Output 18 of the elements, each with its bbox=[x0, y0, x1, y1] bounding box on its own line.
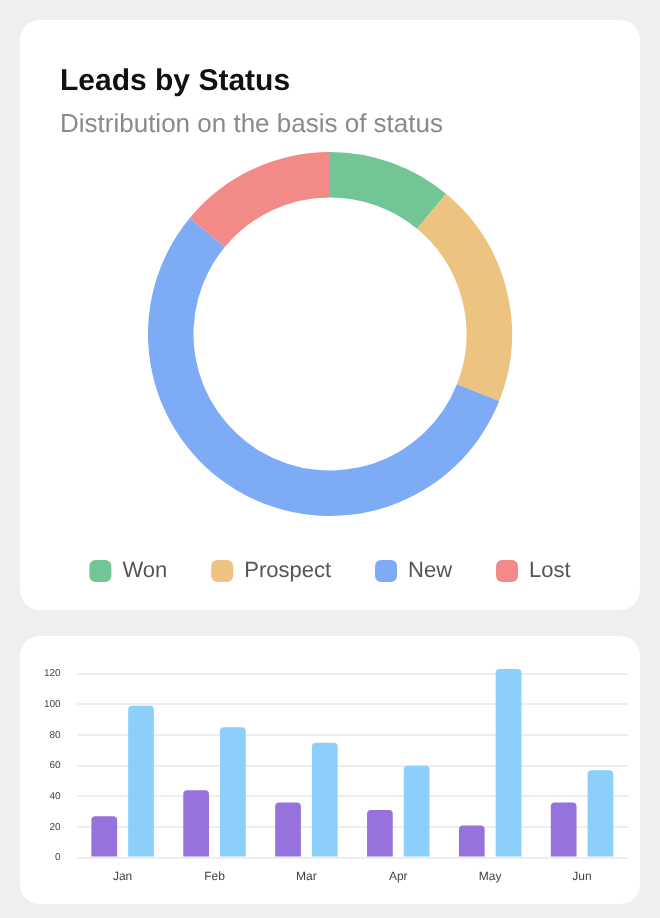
bar bbox=[458, 825, 485, 857]
bar bbox=[220, 727, 246, 857]
bar bbox=[275, 802, 301, 857]
legend-label: Won bbox=[122, 559, 168, 584]
bar bbox=[367, 810, 393, 857]
bar bbox=[587, 770, 614, 857]
bar bbox=[495, 669, 522, 857]
chart-subtitle: Distribution on the basis of status bbox=[60, 108, 443, 138]
chart-title: Leads by Status bbox=[60, 64, 291, 98]
legend-label: Lost bbox=[529, 559, 571, 584]
bar bbox=[403, 765, 430, 857]
bar bbox=[311, 742, 338, 857]
bar bbox=[183, 790, 209, 857]
legend-label: Prospect bbox=[244, 559, 332, 584]
bar bbox=[91, 816, 118, 857]
bar bbox=[128, 705, 154, 857]
legend-label: New bbox=[408, 559, 453, 584]
bar bbox=[550, 802, 577, 857]
